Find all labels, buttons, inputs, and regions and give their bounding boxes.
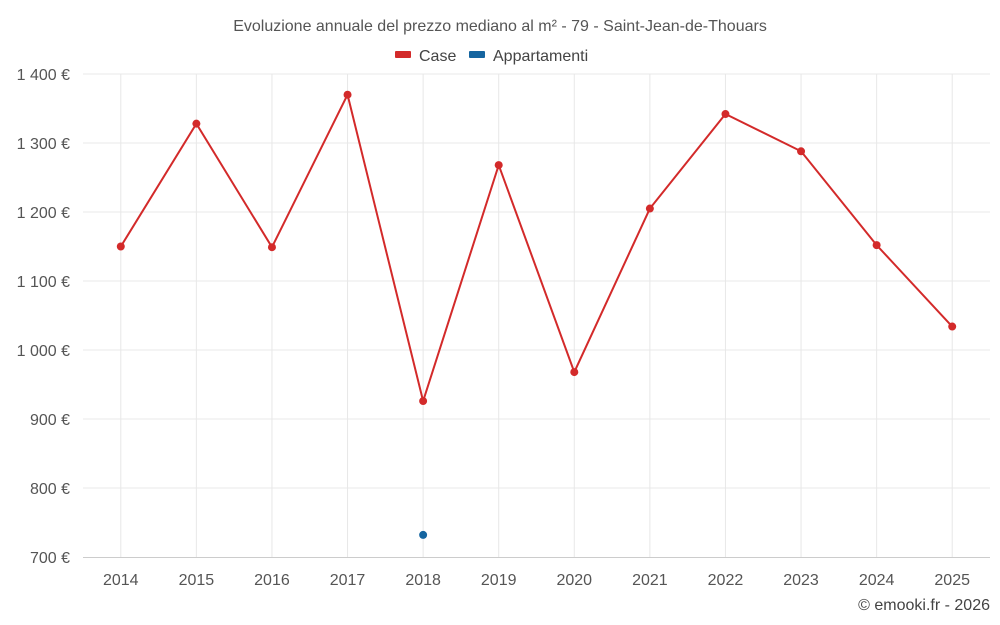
x-tick-label: 2019: [481, 572, 517, 589]
y-tick-label: 1 100 €: [17, 274, 70, 291]
y-tick-label: 800 €: [30, 481, 70, 498]
data-point-case[interactable]: [267, 243, 276, 252]
y-tick-label: 900 €: [30, 412, 70, 429]
x-axis: 2014 2015 2016 2017 2018 2019 2020 2021 2022 2023…: [83, 557, 990, 589]
legend-swatch-appartamenti: [469, 51, 485, 58]
y-tick-label: 1 200 €: [17, 205, 70, 222]
y-tick-label: 700 €: [30, 550, 70, 567]
legend: Case Appartamenti: [395, 48, 588, 65]
x-tick-label: 2017: [330, 572, 366, 589]
x-tick-label: 2021: [632, 572, 668, 589]
x-tick-label: 2014: [103, 572, 139, 589]
legend-item-case[interactable]: Case: [395, 48, 456, 65]
x-tick-label: 2018: [405, 572, 441, 589]
credit: © emooki.fr - 2026: [858, 597, 990, 614]
x-tick-label: 2025: [934, 572, 970, 589]
data-point-case[interactable]: [116, 242, 125, 251]
data-point-case[interactable]: [494, 161, 503, 170]
x-tick-label: 2022: [708, 572, 744, 589]
x-tick-label: 2024: [859, 572, 895, 589]
series-line-case: [119, 91, 953, 405]
legend-item-appartamenti[interactable]: Appartamenti: [469, 48, 588, 65]
data-point-case[interactable]: [948, 322, 957, 331]
grid: [83, 73, 990, 557]
data-point-case[interactable]: [419, 397, 428, 406]
data-point-case[interactable]: [872, 241, 881, 250]
y-tick-label: 1 300 €: [17, 136, 70, 153]
series: [116, 90, 957, 539]
x-tick-label: 2023: [783, 572, 819, 589]
data-point-case[interactable]: [343, 90, 352, 99]
chart-title: Evoluzione annuale del prezzo mediano al…: [233, 18, 767, 35]
x-tick-label: 2016: [254, 572, 290, 589]
y-tick-label: 1 400 €: [17, 67, 70, 84]
legend-swatch-case: [395, 51, 411, 58]
y-tick-label: 1 000 €: [17, 343, 70, 360]
x-tick-label: 2015: [179, 572, 215, 589]
data-point-case[interactable]: [570, 368, 579, 377]
legend-label-appartamenti: Appartamenti: [493, 48, 588, 65]
data-point-appartamenti[interactable]: [419, 530, 428, 539]
y-axis: 700 € 800 € 900 € 1 000 € 1 100 € 1 200 € 1 30…: [17, 67, 70, 567]
data-point-case[interactable]: [797, 147, 806, 156]
legend-label-case: Case: [419, 48, 456, 65]
data-point-case[interactable]: [721, 110, 730, 119]
data-point-case[interactable]: [645, 204, 654, 213]
data-point-case[interactable]: [192, 119, 201, 128]
x-tick-label: 2020: [556, 572, 592, 589]
